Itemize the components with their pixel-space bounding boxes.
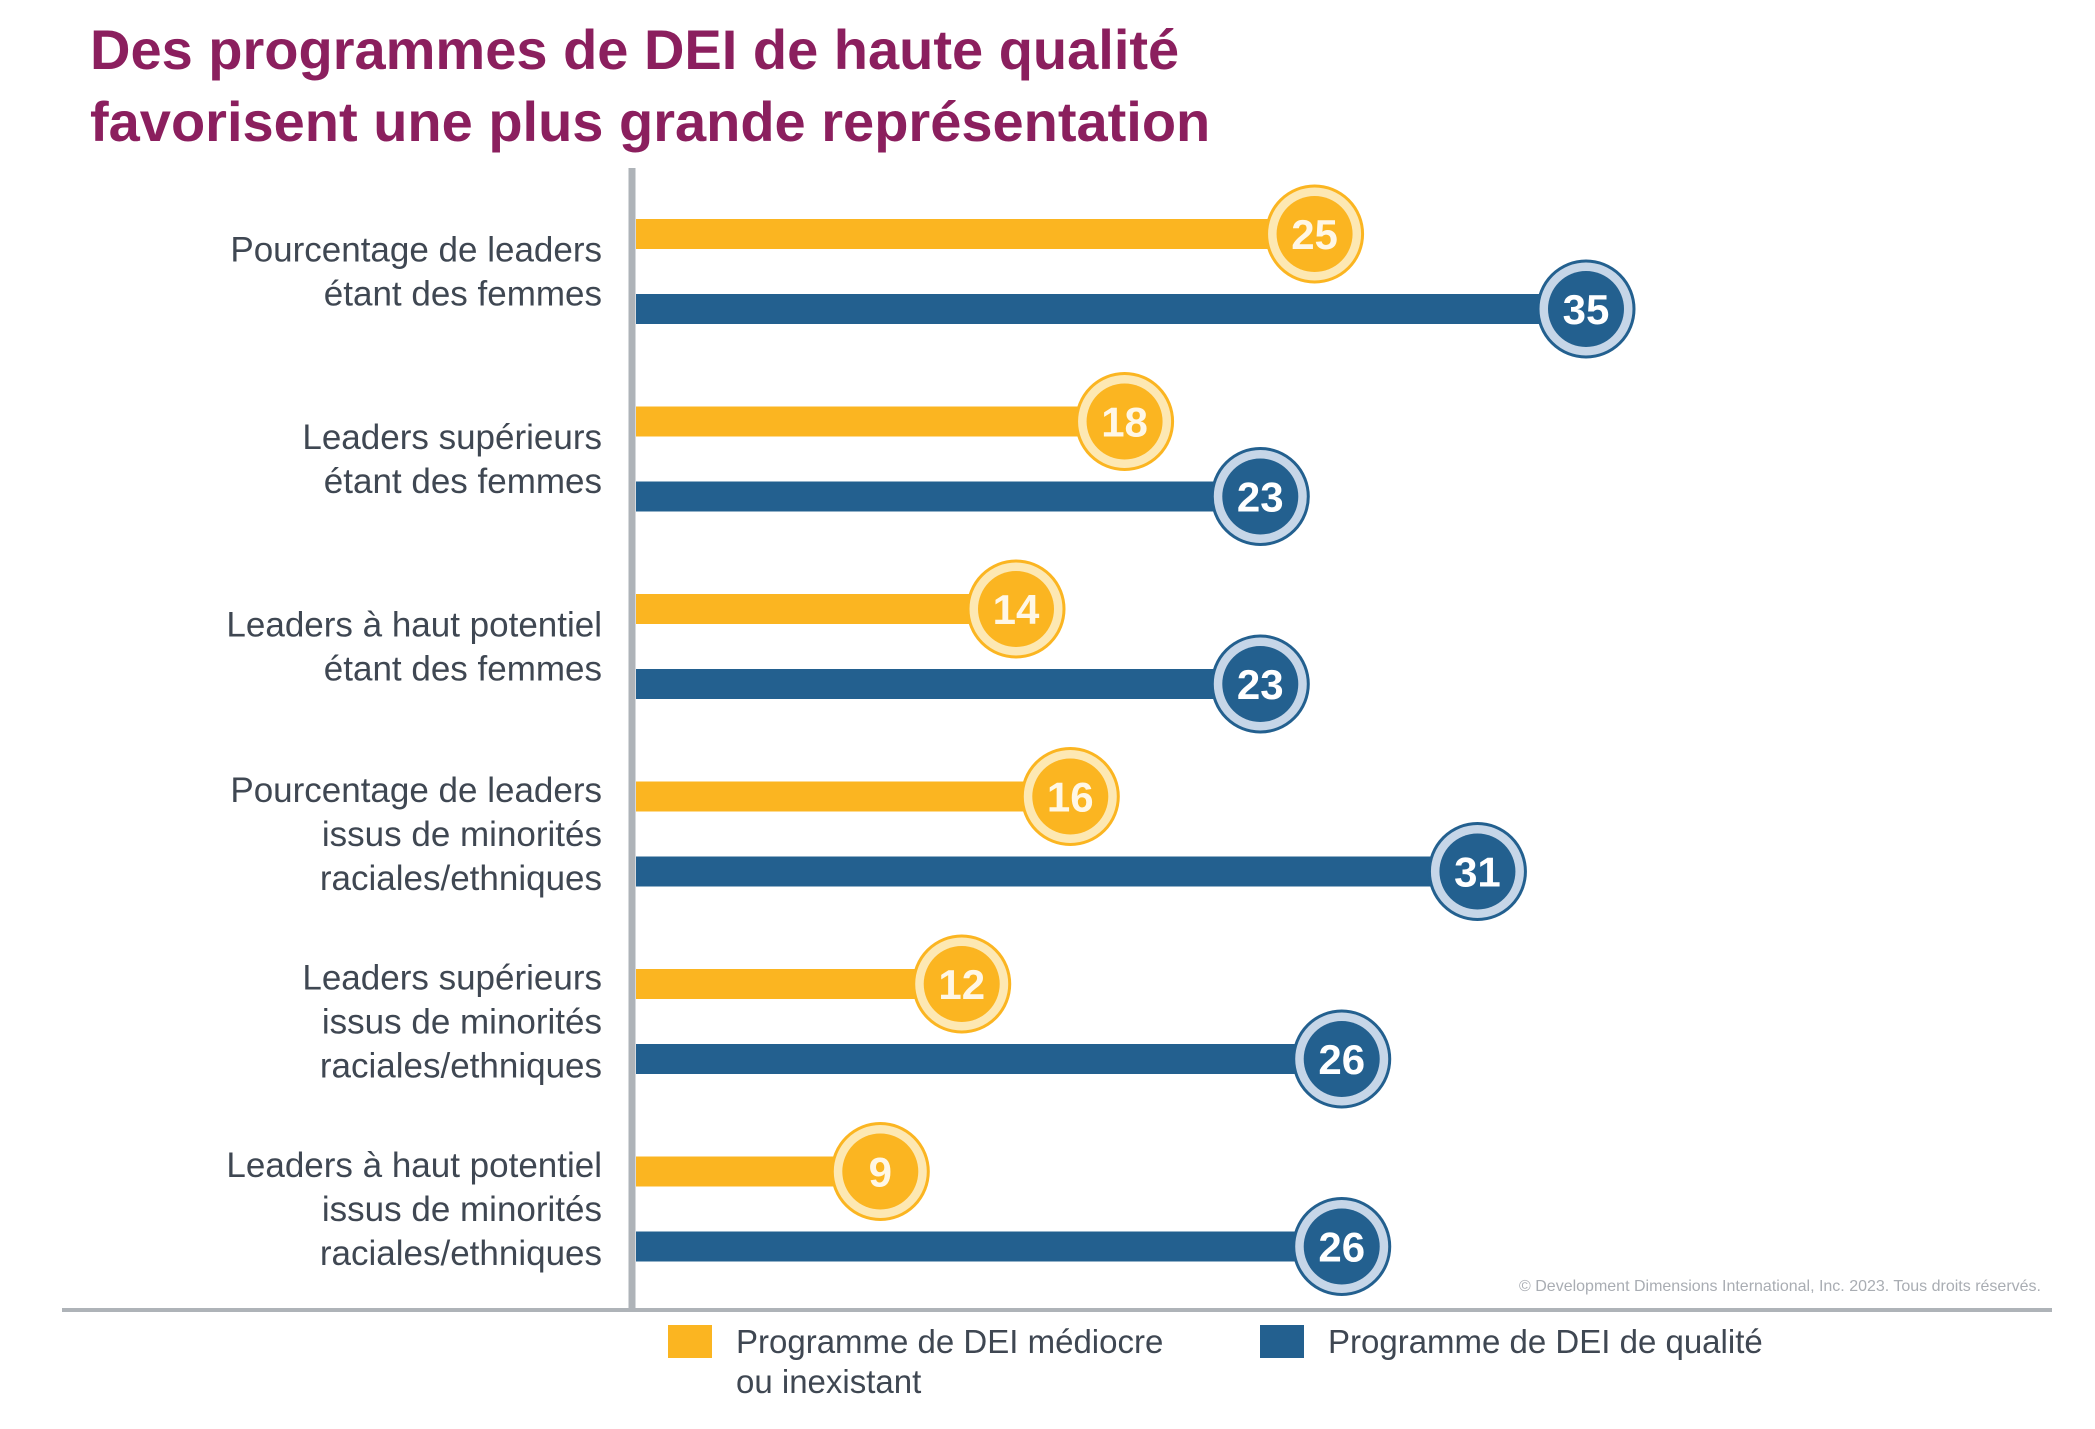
category-label-line: étant des femmes: [324, 650, 602, 689]
chart-bars: Pourcentage de leaders étant des femmes 25…: [226, 184, 1636, 1296]
data-label-poor: 18: [1101, 399, 1148, 446]
bar-quality: [636, 1044, 1342, 1074]
bar-quality: [636, 294, 1586, 324]
category-label-line: raciales/ethniques: [320, 1047, 602, 1086]
value-badge-quality: [1303, 1208, 1380, 1285]
value-badge-quality: [1303, 1021, 1380, 1097]
category-label-line: Leaders supérieurs: [302, 418, 602, 457]
bar-poor: [636, 406, 1125, 437]
chart-title: Des programmes de DEI de haute qualité f…: [90, 14, 1210, 158]
bar-poor: [636, 594, 1016, 624]
value-badge-poor: [1032, 758, 1109, 835]
copyright-notice: © Development Dimensions International, …: [1519, 1278, 2041, 1295]
value-badge-quality: [1222, 646, 1299, 722]
bar-quality: [636, 1231, 1342, 1262]
category-label-line: Leaders à haut potentiel: [226, 1146, 602, 1185]
category-label: Leaders à haut potentiel issus de minorit…: [226, 1146, 602, 1273]
legend-label-quality: Programme de DEI de qualité: [1328, 1323, 1763, 1360]
data-label-quality: 26: [1318, 1224, 1365, 1271]
category-label: Pourcentage de leaders étant des femmes: [230, 231, 602, 314]
category-label-line: issus de minorités: [322, 1190, 602, 1229]
data-label-quality: 23: [1237, 661, 1284, 708]
data-label-quality: 35: [1563, 286, 1610, 333]
bar-quality: [636, 669, 1261, 699]
legend-item-quality: Programme de DEI de qualité: [1260, 1322, 1763, 1362]
value-badge-quality: [1548, 271, 1624, 347]
value-badge-quality: [1222, 458, 1299, 535]
category-label-line: Pourcentage de leaders: [230, 231, 602, 270]
category-label-line: étant des femmes: [324, 275, 602, 314]
value-badge-poor: [978, 571, 1054, 647]
legend-label-poor: Programme de DEI médiocre ou inexistant: [736, 1323, 1164, 1400]
chart-title-line-1: Des programmes de DEI de haute qualité: [90, 18, 1180, 81]
bar-poor: [636, 219, 1315, 249]
data-label-poor: 9: [869, 1149, 892, 1196]
bar-poor: [636, 781, 1071, 812]
data-label-quality: 26: [1318, 1036, 1365, 1083]
category-label-line: Leaders à haut potentiel: [226, 606, 602, 645]
bar-quality: [636, 856, 1478, 887]
legend-item-poor: Programme de DEI médiocre ou inexistant: [668, 1322, 1196, 1402]
category-label: Leaders supérieurs étant des femmes: [302, 418, 602, 501]
category-label-line: Pourcentage de leaders: [230, 771, 602, 810]
data-label-poor: 14: [993, 586, 1040, 633]
legend-swatch-poor: [668, 1325, 712, 1358]
category-label-line: raciales/ethniques: [320, 1234, 602, 1273]
value-badge-poor: [1276, 196, 1353, 272]
value-badge-poor: [923, 946, 1000, 1022]
category-label: Leaders à haut potentiel étant des femmes: [226, 606, 602, 689]
category-label: Pourcentage de leaders issus de minorités…: [230, 771, 602, 898]
value-badge-quality: [1439, 833, 1516, 910]
data-label-poor: 16: [1047, 774, 1094, 821]
category-label-line: issus de minorités: [322, 815, 602, 854]
chart-title-line-2: favorisent une plus grande représentatio…: [90, 90, 1211, 153]
legend-swatch-quality: [1260, 1325, 1304, 1358]
data-label-quality: 31: [1454, 849, 1501, 896]
value-badge-poor: [842, 1133, 919, 1210]
data-label-poor: 25: [1291, 211, 1338, 258]
category-label-line: étant des femmes: [324, 462, 602, 501]
category-label: Leaders supérieurs issus de minorités raci…: [302, 959, 602, 1086]
category-label-line: issus de minorités: [322, 1003, 602, 1042]
category-label-line: Leaders supérieurs: [302, 959, 602, 998]
bar-quality: [636, 481, 1261, 512]
category-label-line: raciales/ethniques: [320, 859, 602, 898]
data-label-poor: 12: [938, 961, 985, 1008]
data-label-quality: 23: [1237, 474, 1284, 521]
value-badge-poor: [1086, 383, 1163, 460]
bar-poor: [636, 969, 962, 999]
